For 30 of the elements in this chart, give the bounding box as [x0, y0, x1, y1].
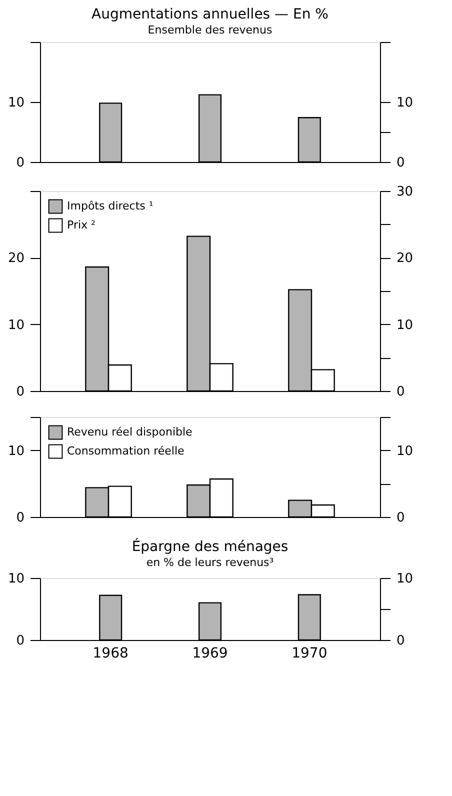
- y-tick-label: 10: [8, 96, 24, 110]
- y2-tick-label: 30: [396, 184, 414, 200]
- legend-label: Consommation réelle: [67, 444, 185, 458]
- y2-tick-label: 10: [396, 318, 414, 333]
- y-tick-label: 0: [16, 156, 24, 170]
- x-tick-label: 1969: [192, 646, 228, 662]
- y2-tick-label: 0: [396, 384, 405, 400]
- y2-tick-label: 10: [396, 572, 414, 586]
- y-tick-label: 0: [16, 634, 24, 648]
- legend-label: Prix ²: [67, 218, 96, 232]
- y-tick-label: 10: [8, 444, 24, 459]
- y-tick-label: 0: [16, 384, 24, 400]
- x-tick-label: 1970: [292, 646, 328, 662]
- y2-tick-label: 0: [396, 634, 405, 648]
- y-tick-label: 20: [8, 251, 24, 266]
- legend-label: Revenu réel disponible: [67, 426, 193, 438]
- y2-tick-label: 0: [396, 510, 405, 526]
- y2-tick-label: 0: [396, 156, 405, 170]
- y2-tick-label: 10: [396, 444, 414, 459]
- y2-tick-label: 10: [396, 96, 414, 110]
- chart-subtitle: Ensemble des revenus: [148, 23, 272, 36]
- y-tick-label: 0: [16, 510, 24, 526]
- x-tick-label: 1968: [92, 646, 128, 662]
- chart-title: Augmentations annuelles — En %: [92, 6, 328, 22]
- y-tick-label: 10: [8, 572, 24, 586]
- chart-title: Épargne des ménages: [132, 538, 288, 555]
- legend-label: Impôts directs ¹: [67, 200, 154, 212]
- y2-tick-label: 20: [396, 251, 414, 266]
- y-tick-label: 10: [8, 318, 24, 333]
- chart-subtitle: en % de leurs revenus³: [146, 556, 274, 569]
